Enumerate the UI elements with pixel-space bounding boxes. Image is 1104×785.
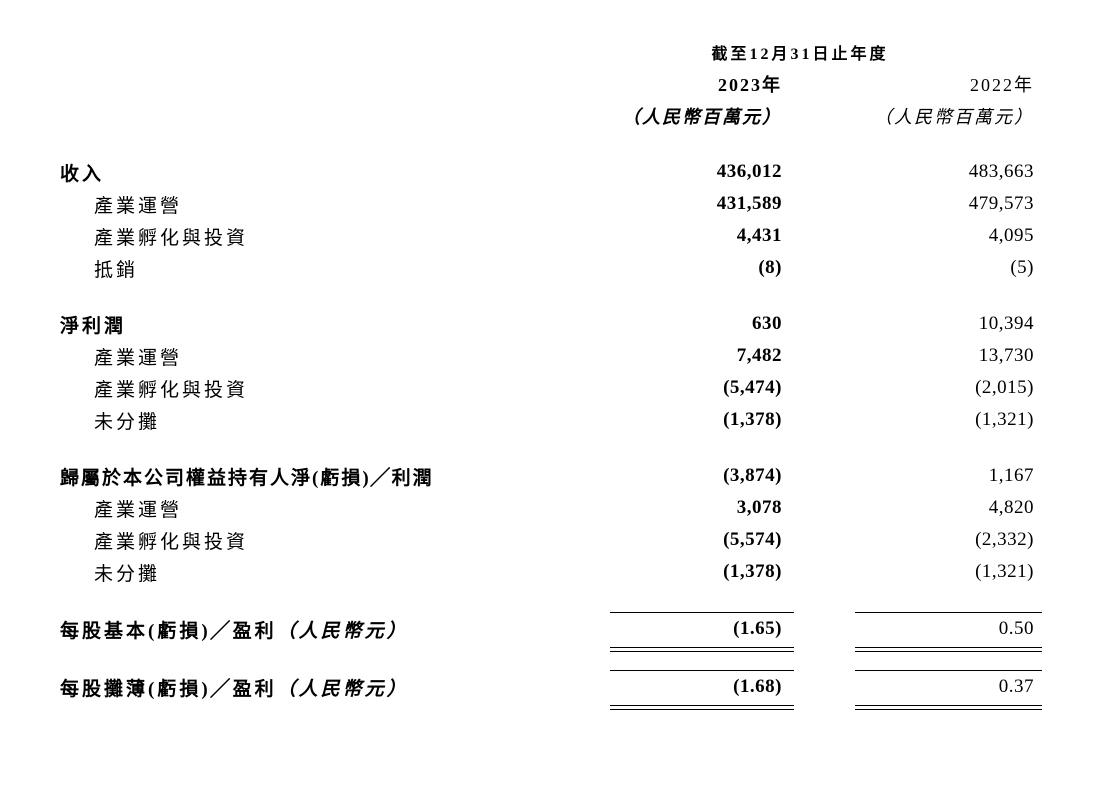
revenue-incub-row: 產業孵化與投資 4,431 4,095: [60, 220, 1044, 252]
netprofit-row: 淨利潤 630 10,394: [60, 308, 1044, 340]
year-2022: 2022年: [800, 71, 1040, 97]
attributable-ops-row: 產業運營 3,078 4,820: [60, 492, 1044, 524]
attributable-unalloc-label: 未分攤: [60, 559, 560, 586]
attributable-ops-label: 產業運營: [60, 495, 560, 522]
netprofit-incub-label: 產業孵化與投資: [60, 375, 560, 402]
attributable-unalloc-2022: (1,321): [800, 561, 1040, 583]
attributable-incub-2023: (5,574): [560, 529, 800, 551]
revenue-label: 收入: [60, 159, 560, 186]
attributable-incub-row: 產業孵化與投資 (5,574) (2,332): [60, 524, 1044, 556]
eps-basic-2022-cell: 0.50: [800, 612, 1040, 646]
header-year-row: 2023年 2022年: [60, 68, 1044, 100]
revenue-ops-row: 產業運營 431,589 479,573: [60, 188, 1044, 220]
netprofit-ops-label: 產業運營: [60, 343, 560, 370]
netprofit-2023: 630: [560, 313, 800, 335]
eps-diluted-unit: （人民幣元）: [277, 679, 409, 700]
eps-basic-2023-cell: (1.65): [560, 612, 800, 646]
revenue-2023: 436,012: [560, 161, 800, 183]
revenue-incub-label: 產業孵化與投資: [60, 223, 560, 250]
attributable-unalloc-row: 未分攤 (1,378) (1,321): [60, 556, 1044, 588]
eps-basic-2022: 0.50: [999, 618, 1034, 639]
revenue-elim-2022: (5): [800, 257, 1040, 279]
revenue-row: 收入 436,012 483,663: [60, 156, 1044, 188]
revenue-elim-2023: (8): [560, 257, 800, 279]
eps-basic-2022-underline-a: [855, 647, 1042, 648]
netprofit-label: 淨利潤: [60, 311, 560, 338]
eps-diluted-2022-underline-a: [855, 705, 1042, 706]
year-2023: 2023年: [560, 71, 800, 97]
unit-2022: （人民幣百萬元）: [800, 103, 1040, 129]
eps-basic-label-text: 每股基本(虧損)╱盈利: [60, 621, 277, 642]
netprofit-ops-row: 產業運營 7,482 13,730: [60, 340, 1044, 372]
financial-table: 截至12月31日止年度 2023年 2022年 （人民幣百萬元） （人民幣百萬元…: [60, 40, 1044, 704]
attributable-2023: (3,874): [560, 465, 800, 487]
revenue-ops-2022: 479,573: [800, 193, 1040, 215]
netprofit-unalloc-label: 未分攤: [60, 407, 560, 434]
attributable-ops-2023: 3,078: [560, 497, 800, 519]
eps-diluted-2023-topline: [610, 670, 794, 671]
eps-diluted-row: 每股攤薄(虧損)╱盈利（人民幣元） (1.68) 0.37: [60, 670, 1044, 704]
header-unit-row: （人民幣百萬元） （人民幣百萬元）: [60, 100, 1044, 132]
eps-diluted-2022-topline: [855, 670, 1042, 671]
eps-basic-2023-underline-b: [610, 651, 794, 652]
unit-2023: （人民幣百萬元）: [560, 103, 800, 129]
netprofit-unalloc-row: 未分攤 (1,378) (1,321): [60, 404, 1044, 436]
header-period-row: 截至12月31日止年度: [60, 40, 1044, 64]
netprofit-incub-2022: (2,015): [800, 377, 1040, 399]
eps-basic-unit: （人民幣元）: [277, 621, 409, 642]
period-label: 截至12月31日止年度: [560, 40, 1040, 64]
attributable-incub-label: 產業孵化與投資: [60, 527, 560, 554]
revenue-elim-row: 抵銷 (8) (5): [60, 252, 1044, 284]
netprofit-incub-row: 產業孵化與投資 (5,474) (2,015): [60, 372, 1044, 404]
eps-diluted-2022: 0.37: [999, 676, 1034, 697]
netprofit-ops-2022: 13,730: [800, 345, 1040, 367]
eps-diluted-2023-cell: (1.68): [560, 670, 800, 704]
eps-basic-label: 每股基本(虧損)╱盈利（人民幣元）: [60, 616, 560, 643]
eps-basic-2023: (1.65): [733, 618, 782, 639]
attributable-row: 歸屬於本公司權益持有人淨(虧損)╱利潤 (3,874) 1,167: [60, 460, 1044, 492]
eps-diluted-2023-underline-a: [610, 705, 794, 706]
eps-diluted-2022-cell: 0.37: [800, 670, 1040, 704]
netprofit-unalloc-2023: (1,378): [560, 409, 800, 431]
eps-basic-2023-topline: [610, 612, 794, 613]
revenue-ops-2023: 431,589: [560, 193, 800, 215]
eps-basic-2022-topline: [855, 612, 1042, 613]
eps-diluted-label-text: 每股攤薄(虧損)╱盈利: [60, 679, 277, 700]
revenue-2022: 483,663: [800, 161, 1040, 183]
eps-diluted-2023-underline-b: [610, 709, 794, 710]
netprofit-incub-2023: (5,474): [560, 377, 800, 399]
netprofit-unalloc-2022: (1,321): [800, 409, 1040, 431]
attributable-label: 歸屬於本公司權益持有人淨(虧損)╱利潤: [60, 463, 560, 490]
attributable-ops-2022: 4,820: [800, 497, 1040, 519]
attributable-incub-2022: (2,332): [800, 529, 1040, 551]
eps-basic-row: 每股基本(虧損)╱盈利（人民幣元） (1.65) 0.50: [60, 612, 1044, 646]
revenue-incub-2022: 4,095: [800, 225, 1040, 247]
revenue-incub-2023: 4,431: [560, 225, 800, 247]
netprofit-2022: 10,394: [800, 313, 1040, 335]
eps-basic-2022-underline-b: [855, 651, 1042, 652]
attributable-2022: 1,167: [800, 465, 1040, 487]
eps-diluted-label: 每股攤薄(虧損)╱盈利（人民幣元）: [60, 674, 560, 701]
netprofit-ops-2023: 7,482: [560, 345, 800, 367]
attributable-unalloc-2023: (1,378): [560, 561, 800, 583]
eps-basic-2023-underline-a: [610, 647, 794, 648]
revenue-ops-label: 產業運營: [60, 191, 560, 218]
eps-diluted-2022-underline-b: [855, 709, 1042, 710]
revenue-elim-label: 抵銷: [60, 255, 560, 282]
eps-diluted-2023: (1.68): [733, 676, 782, 697]
